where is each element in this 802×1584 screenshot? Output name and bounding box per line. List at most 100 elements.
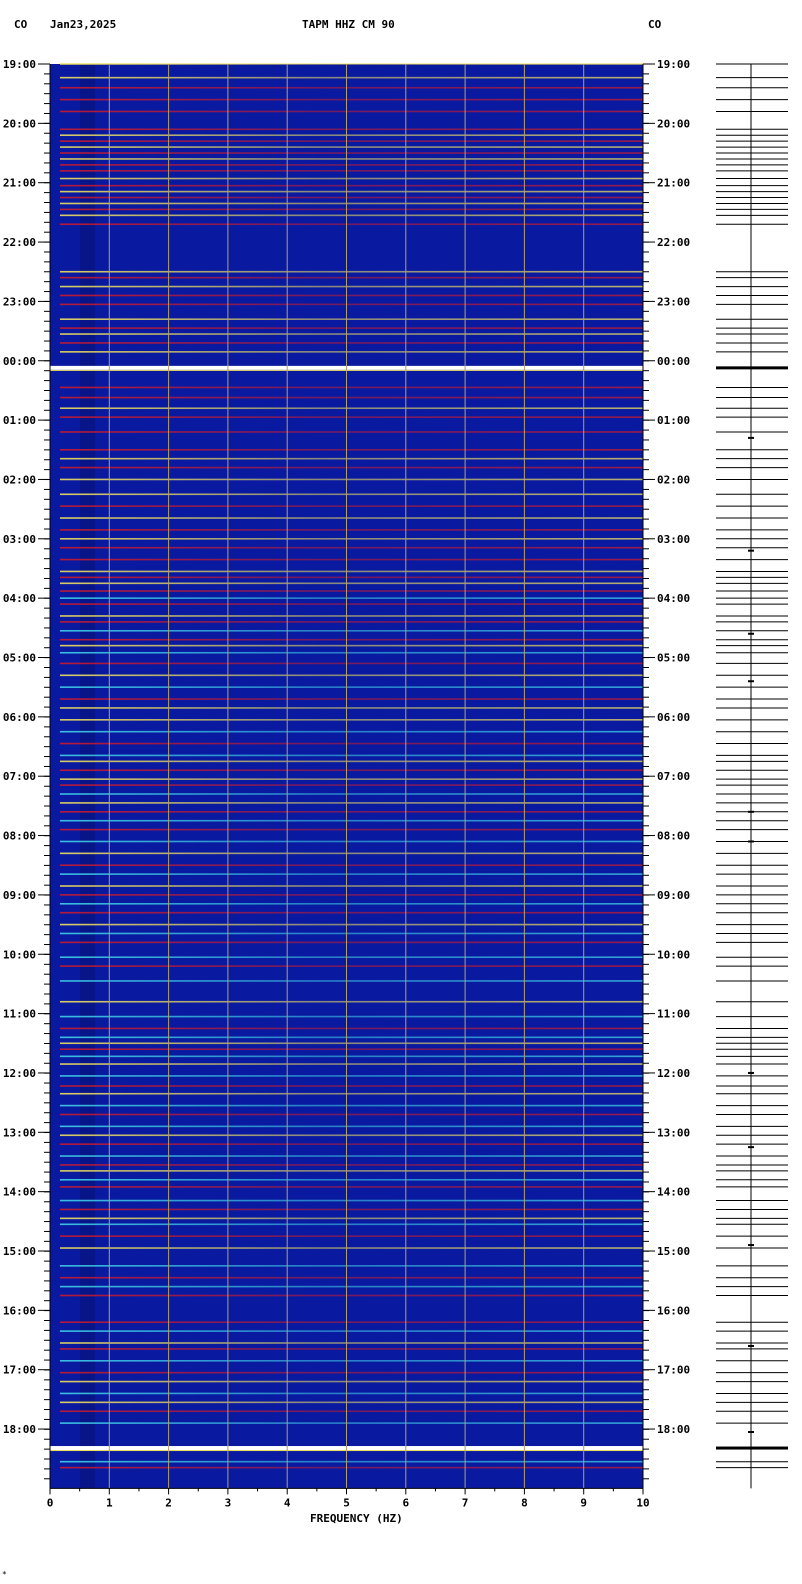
spectral-band xyxy=(60,1000,643,1003)
spectral-band xyxy=(60,644,643,647)
spectral-band xyxy=(60,270,643,273)
spectral-band xyxy=(60,802,643,804)
low-frequency-shade xyxy=(80,64,95,1489)
spectral-band xyxy=(60,811,643,813)
spectral-band xyxy=(60,1359,643,1362)
spectral-band xyxy=(60,1460,643,1463)
y-tick-label-left: 14:00 xyxy=(3,1186,36,1199)
spectral-band xyxy=(60,932,643,935)
x-tick-label: 6 xyxy=(402,1496,409,1509)
spectral-band xyxy=(60,86,643,89)
spectral-band xyxy=(60,1085,643,1087)
y-tick-label-right: 16:00 xyxy=(657,1304,690,1317)
y-tick-label-left: 16:00 xyxy=(3,1304,36,1317)
spectral-band xyxy=(60,923,643,926)
y-axis-left: 19:00 20:00 21:00 22:00 23:00 00:00 01:00 02:00… xyxy=(3,58,51,1489)
spectral-band xyxy=(60,98,643,101)
y-tick-label-left: 17:00 xyxy=(3,1364,36,1377)
spectral-band xyxy=(60,1055,643,1058)
spectral-band xyxy=(60,223,643,226)
y-tick-label-right: 12:00 xyxy=(657,1067,690,1080)
seismogram-trace xyxy=(716,63,788,1489)
y-tick-label-left: 18:00 xyxy=(3,1423,36,1436)
x-tick-label: 5 xyxy=(343,1496,350,1509)
spectral-band xyxy=(60,493,643,496)
y-tick-label-left: 22:00 xyxy=(3,236,36,249)
spectral-band xyxy=(60,1330,643,1332)
spectral-band xyxy=(60,164,643,166)
y-tick-label-left: 20:00 xyxy=(3,117,36,130)
spectral-band xyxy=(60,793,643,795)
spectral-band xyxy=(60,76,643,79)
spectral-band xyxy=(60,416,643,418)
spectral-band xyxy=(60,576,643,579)
y-tick-label-left: 03:00 xyxy=(3,533,36,546)
spectral-band xyxy=(60,742,643,745)
spectral-band xyxy=(60,980,643,982)
y-tick-label-left: 21:00 xyxy=(3,177,36,190)
spectral-band xyxy=(60,276,643,279)
spectral-band xyxy=(60,285,643,288)
spectral-band xyxy=(60,1125,643,1128)
spectral-band xyxy=(60,140,643,142)
spectral-band xyxy=(60,170,643,172)
y-tick-label-left: 23:00 xyxy=(3,295,36,308)
spectral-band xyxy=(60,965,643,967)
spectral-band xyxy=(60,629,643,632)
plot-area xyxy=(50,63,643,1489)
spectral-band xyxy=(60,1042,643,1045)
spectral-band xyxy=(60,885,643,887)
spectral-band xyxy=(60,903,643,905)
spectral-band xyxy=(60,1075,643,1077)
y-tick-label-right: 09:00 xyxy=(657,889,690,902)
trace-bright-line xyxy=(716,1446,788,1450)
spectral-band xyxy=(60,1063,643,1065)
spectral-band xyxy=(60,615,643,617)
x-tick-label: 3 xyxy=(225,1496,232,1509)
spectral-band xyxy=(60,1178,643,1181)
spectral-band xyxy=(60,558,643,561)
network-label-right: CO xyxy=(648,18,662,31)
spectral-band xyxy=(60,662,643,665)
spectral-band xyxy=(60,784,643,786)
spectral-band xyxy=(60,1155,643,1157)
spectral-band xyxy=(60,134,643,137)
y-tick-label-left: 11:00 xyxy=(3,1008,36,1021)
spectral-band xyxy=(60,294,643,297)
spectral-band xyxy=(60,719,643,721)
spectral-band xyxy=(60,1342,643,1344)
y-tick-label-left: 10:00 xyxy=(3,948,36,961)
y-tick-label-right: 18:00 xyxy=(657,1423,690,1436)
spectral-band xyxy=(60,1380,643,1383)
spectral-band xyxy=(60,342,643,344)
spectral-band xyxy=(60,448,643,451)
spectral-band xyxy=(60,828,643,831)
spectral-band xyxy=(60,538,643,540)
spectral-band xyxy=(60,621,643,623)
y-tick-label-right: 14:00 xyxy=(657,1186,690,1199)
y-tick-label-left: 15:00 xyxy=(3,1245,36,1258)
spectral-band xyxy=(60,1199,643,1202)
trace-bright-line xyxy=(716,366,788,370)
y-tick-label-left: 04:00 xyxy=(3,592,36,605)
spectral-band xyxy=(60,1392,643,1395)
spectral-band xyxy=(60,873,643,875)
y-tick-label-right: 13:00 xyxy=(657,1126,690,1139)
spectral-band xyxy=(60,956,643,959)
spectral-band xyxy=(60,1113,643,1116)
spectral-band xyxy=(60,177,643,180)
spectral-band xyxy=(60,1294,643,1297)
spectral-band xyxy=(60,1170,643,1172)
y-tick-label-right: 22:00 xyxy=(657,236,690,249)
spectral-band xyxy=(60,730,643,733)
spectral-band xyxy=(60,597,643,599)
spectral-band xyxy=(60,1401,643,1404)
x-tick-label: 7 xyxy=(462,1496,469,1509)
y-tick-label-right: 03:00 xyxy=(657,533,690,546)
spectral-band xyxy=(60,1371,643,1374)
spectral-band xyxy=(60,760,643,763)
y-tick-label-left: 09:00 xyxy=(3,889,36,902)
y-tick-label-right: 10:00 xyxy=(657,948,690,961)
spectral-band xyxy=(60,128,643,131)
